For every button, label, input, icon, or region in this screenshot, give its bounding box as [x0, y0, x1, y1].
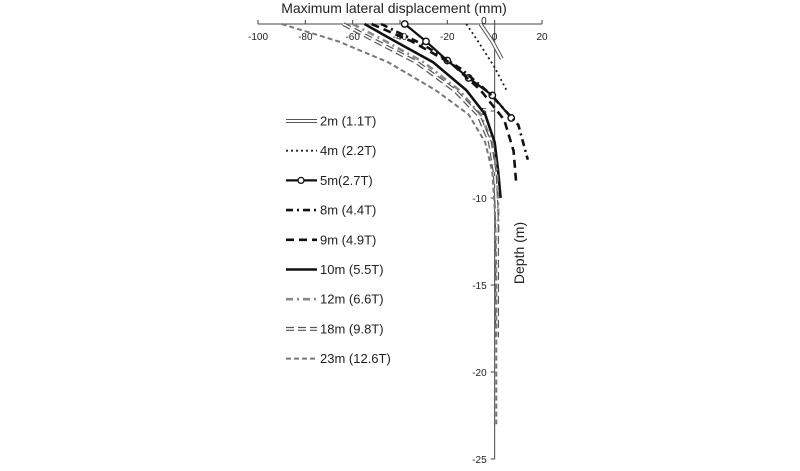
legend-label: 10m (5.5T) — [320, 262, 384, 277]
legend-label: 12m (6.6T) — [320, 292, 384, 307]
series-line — [371, 22, 518, 181]
legend-label: 18m (9.8T) — [320, 321, 384, 336]
legend-label: 23m (12.6T) — [320, 351, 391, 366]
x-tick-label: -100 — [248, 32, 268, 43]
x-tick-label: 20 — [536, 32, 548, 43]
legend-item: 18m (9.8T) — [286, 321, 384, 336]
series-6 — [363, 22, 502, 199]
legend-marker — [297, 176, 305, 185]
y-tick-label: -20 — [472, 368, 487, 379]
legend-label: 8m (4.4T) — [320, 203, 376, 218]
legend-label: 9m (4.9T) — [320, 232, 376, 247]
legend-layer: 2m (1.1T) 4m (2.2T) 5m(2.7T) 8m (4.4T) 9m (4… — [286, 114, 391, 366]
legend-label: 5m(2.7T) — [320, 173, 373, 188]
legend-label: 2m (1.1T) — [320, 114, 376, 129]
series-line — [363, 22, 502, 199]
series-9 — [281, 23, 498, 425]
x-tick-label: -20 — [440, 32, 455, 43]
y-tick-label: -15 — [472, 281, 487, 292]
legend-label: 4m (2.2T) — [320, 143, 376, 158]
legend-item: 9m (4.9T) — [286, 232, 376, 247]
legend-item: 23m (12.6T) — [286, 351, 391, 366]
series-8 — [342, 22, 500, 338]
series-line — [380, 22, 530, 161]
series-1 — [478, 22, 504, 60]
legend-item: 10m (5.5T) — [286, 262, 384, 277]
series-line — [342, 23, 498, 338]
series-4 — [380, 22, 530, 161]
data-point — [422, 37, 430, 46]
legend-item: 4m (2.2T) — [286, 143, 376, 158]
x-tick-label: -80 — [298, 32, 313, 43]
series-line — [281, 23, 498, 425]
legend-item: 5m(2.7T) — [286, 173, 373, 188]
series-line — [479, 23, 503, 60]
series-line — [465, 23, 508, 91]
y-tick-label: -10 — [472, 194, 487, 205]
legend-item: 12m (6.6T) — [286, 292, 384, 307]
series-5 — [371, 22, 518, 181]
y-tick-label: 0 — [481, 16, 487, 27]
series-layer — [281, 20, 530, 425]
legend-item: 2m (1.1T) — [286, 114, 376, 129]
data-point — [400, 20, 409, 28]
series-2 — [465, 23, 508, 91]
x-tick-label: 0 — [492, 32, 498, 43]
x-axis-title: Maximum lateral displacement (mm) — [281, 0, 507, 16]
y-tick-label: -25 — [472, 455, 487, 466]
x-tick-label: -60 — [345, 32, 360, 43]
legend-item: 8m (4.4T) — [286, 203, 376, 218]
y-axis-title: Depth (m) — [511, 222, 527, 284]
